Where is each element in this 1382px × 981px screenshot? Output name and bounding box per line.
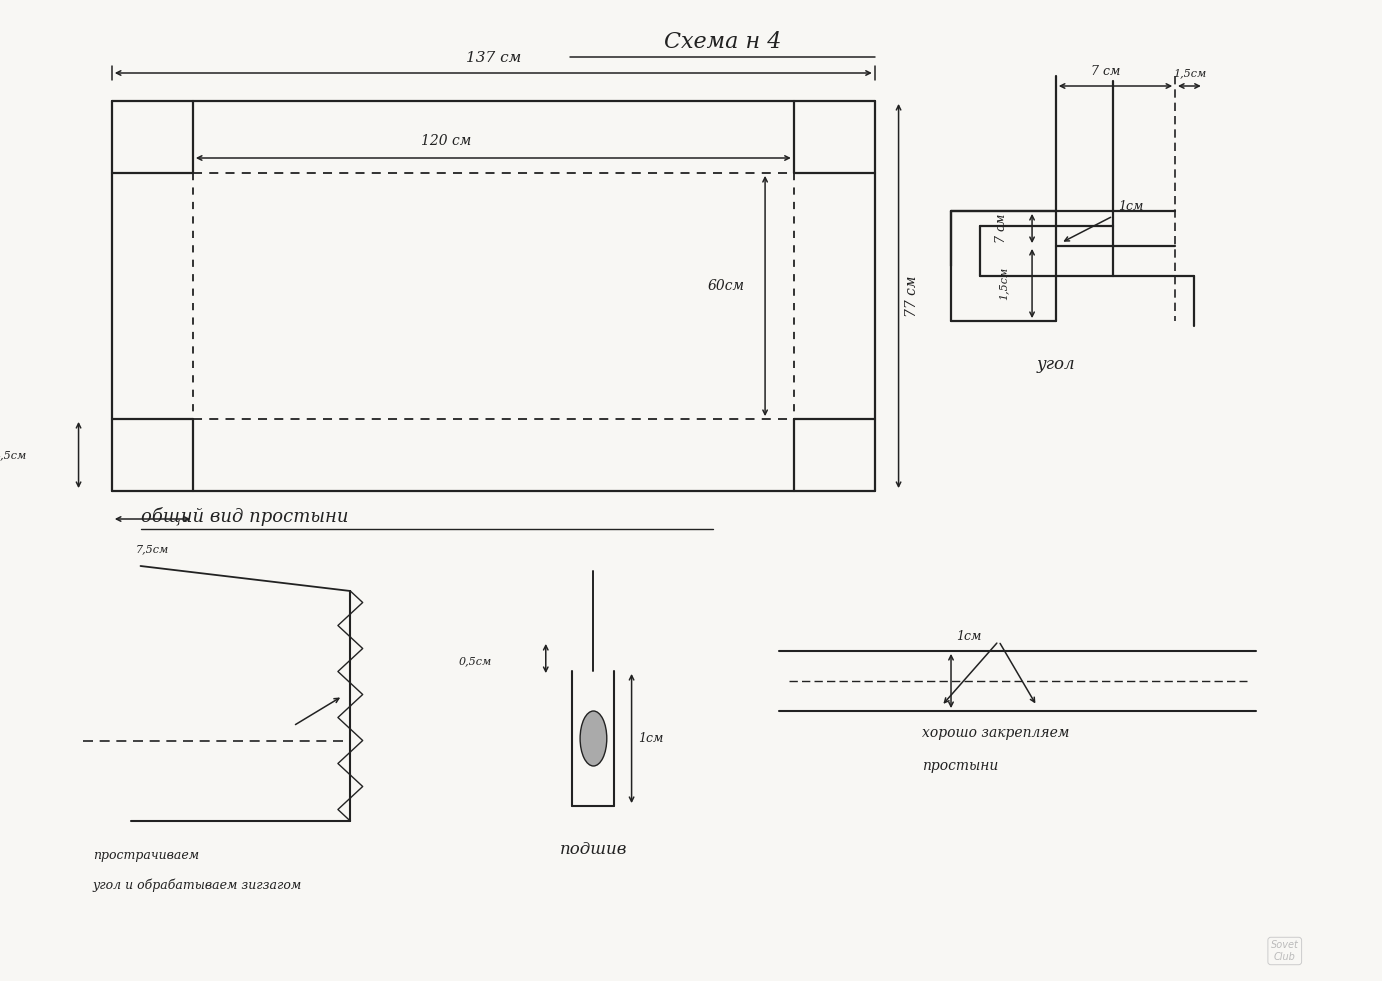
Text: 1,5см: 1,5см bbox=[998, 267, 1009, 300]
Text: хорошо закрепляем: хорошо закрепляем bbox=[922, 726, 1070, 740]
Text: простыни: простыни bbox=[922, 759, 999, 773]
Text: 1см: 1см bbox=[1118, 200, 1143, 213]
Text: угол и обрабатываем зигзагом: угол и обрабатываем зигзагом bbox=[93, 879, 303, 893]
Text: 77 см: 77 см bbox=[905, 276, 919, 317]
Text: 137 см: 137 см bbox=[466, 51, 521, 65]
Text: прострачиваем: прострачиваем bbox=[93, 849, 199, 862]
Text: общий вид простыни: общий вид простыни bbox=[141, 507, 348, 526]
Text: 7 см: 7 см bbox=[995, 214, 1009, 243]
Text: 120 см: 120 см bbox=[420, 134, 471, 148]
Text: 1,5см: 1,5см bbox=[1173, 68, 1206, 78]
Text: Sovet
Club: Sovet Club bbox=[1271, 940, 1299, 961]
Text: подшив: подшив bbox=[560, 841, 627, 858]
Text: 1см: 1см bbox=[956, 630, 981, 643]
Text: 0,5см: 0,5см bbox=[459, 656, 492, 666]
Text: 60см: 60см bbox=[708, 279, 745, 293]
Text: 7,5см: 7,5см bbox=[135, 544, 169, 554]
Text: Схема н 4: Схема н 4 bbox=[665, 31, 782, 53]
Text: угол: угол bbox=[1036, 356, 1075, 373]
Text: 7 см: 7 см bbox=[1092, 65, 1121, 78]
Ellipse shape bbox=[580, 711, 607, 766]
Text: 4,5см: 4,5см bbox=[0, 450, 26, 460]
Text: 1см: 1см bbox=[638, 732, 663, 745]
